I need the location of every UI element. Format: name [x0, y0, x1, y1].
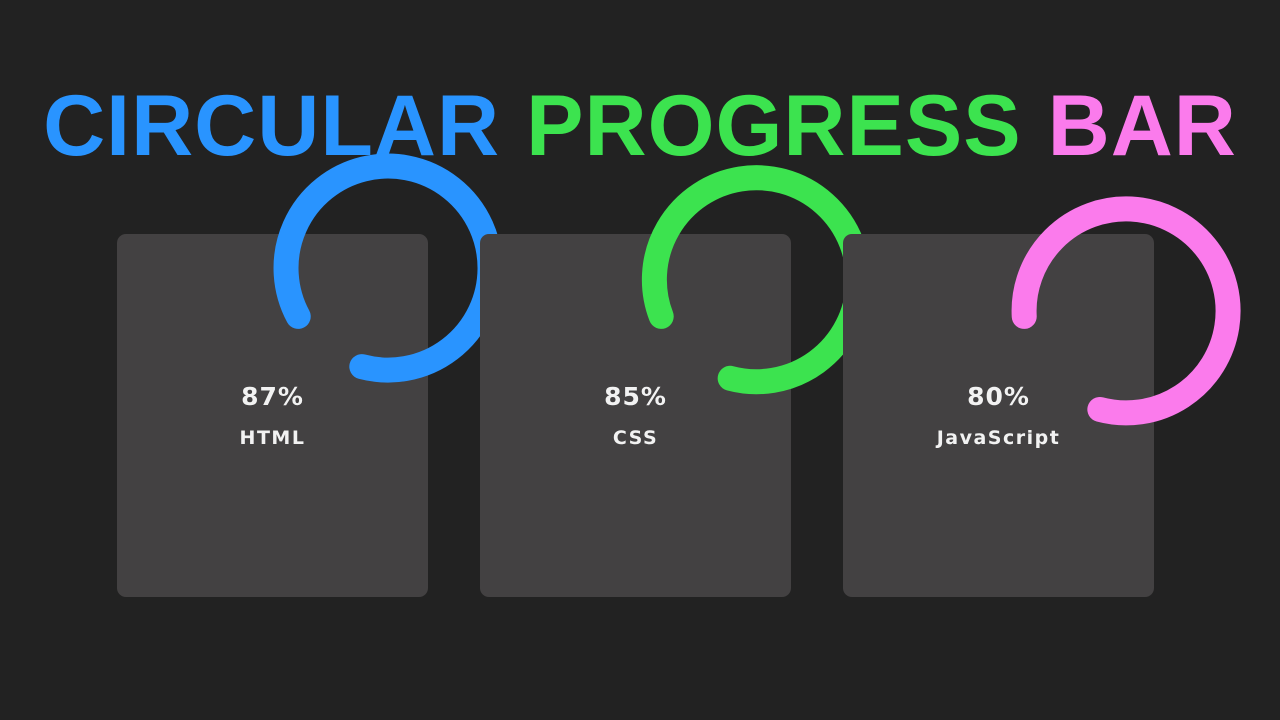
- percent-value: 87%: [241, 382, 304, 411]
- title-word-bar: BAR: [1047, 78, 1237, 174]
- skill-label: CSS: [612, 427, 659, 449]
- progress-ring-svg: [641, 165, 871, 395]
- progress-arc: [1011, 196, 1241, 426]
- progress-ring-html: [157, 153, 503, 530]
- page-title: CIRCULAR PROGRESS BAR: [0, 76, 1280, 176]
- skill-label: HTML: [239, 427, 306, 449]
- progress-card-css: 85% CSS: [480, 165, 871, 597]
- progress-card-javascript: 80% JavaScript: [843, 196, 1241, 597]
- progress-arc: [641, 165, 871, 395]
- skill-label: JavaScript: [936, 427, 1061, 449]
- percent-value: 80%: [967, 382, 1030, 411]
- title-word-progress: PROGRESS: [526, 78, 1022, 174]
- progress-ring-css: [520, 165, 871, 530]
- percent-value: 85%: [604, 382, 667, 411]
- progress-ring-svg: [1011, 196, 1241, 426]
- progress-card-html: 87% HTML: [117, 153, 503, 597]
- progress-ring-svg: [273, 153, 503, 383]
- progress-arc: [273, 153, 503, 383]
- title-word-circular: CIRCULAR: [43, 78, 501, 174]
- progress-ring-javascript: [883, 196, 1241, 530]
